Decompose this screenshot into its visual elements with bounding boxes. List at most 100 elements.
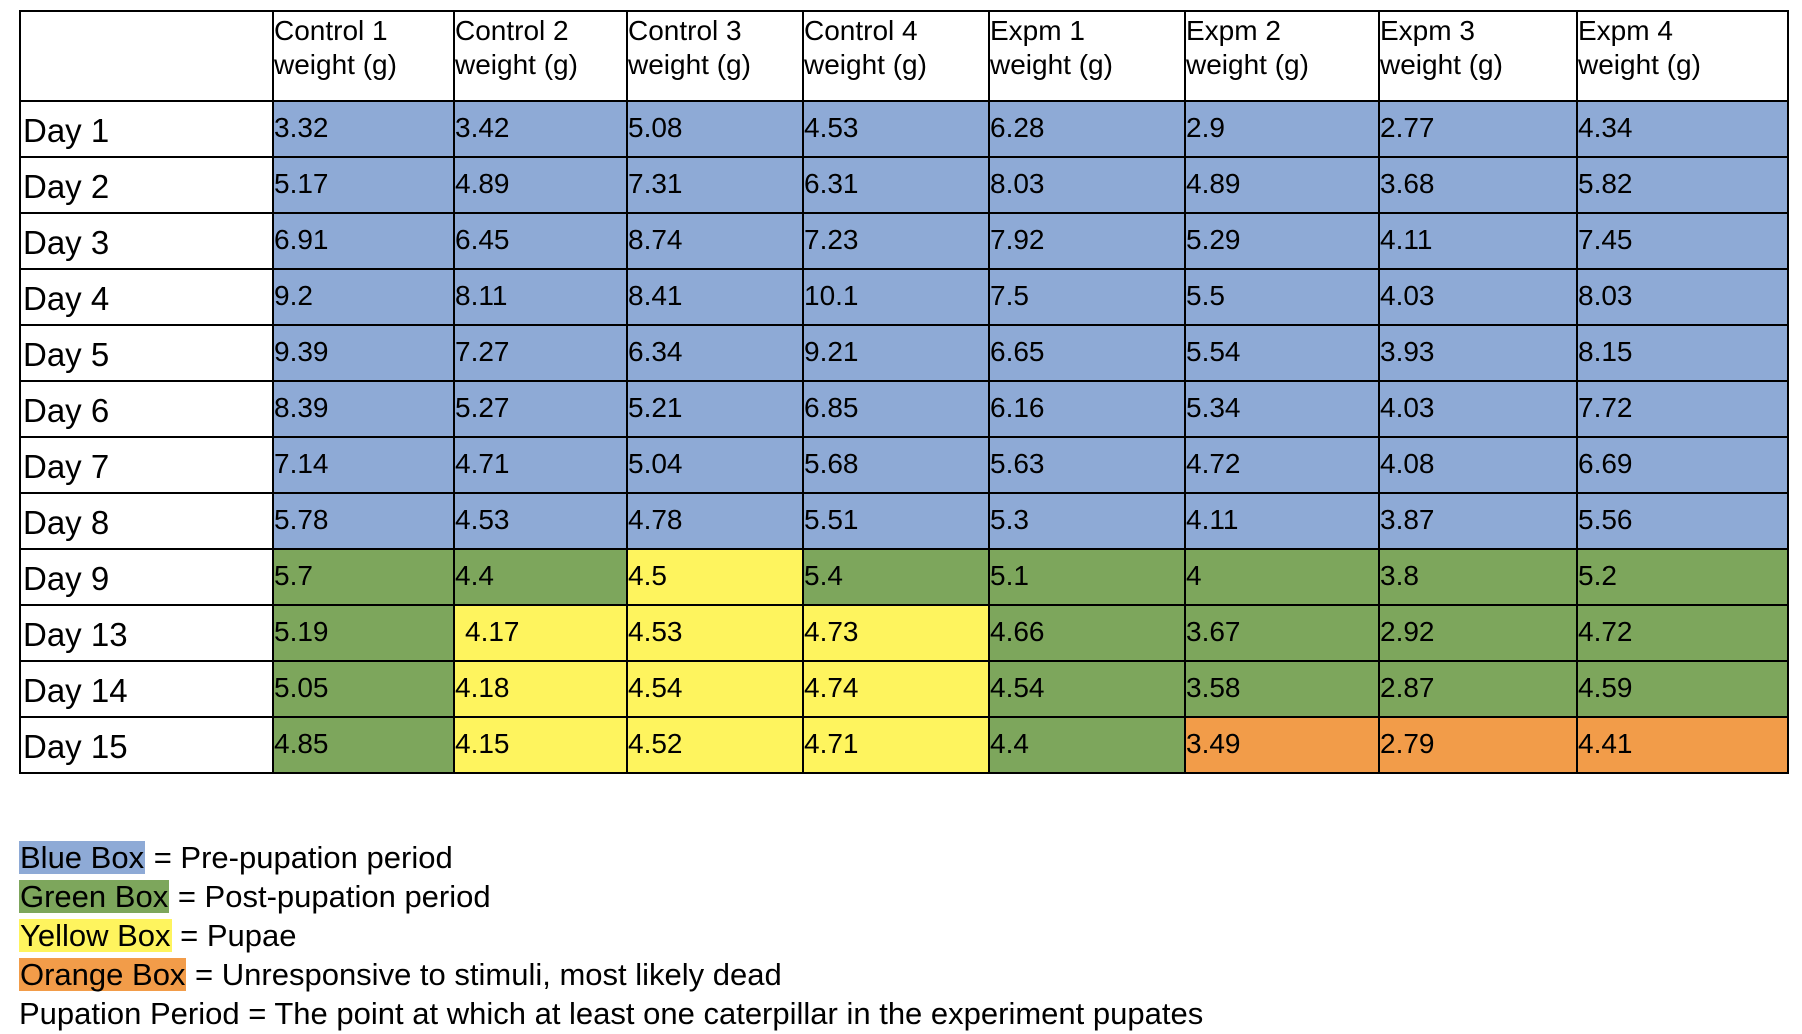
row-label: Day 7 (19, 436, 274, 494)
legend-item: Green Box = Post-pupation period (19, 877, 1203, 916)
weight-cell: 5.63 (988, 436, 1186, 494)
table-body: Day 1 3.32 3.42 5.08 4.53 6.28 2.9 2.77 4.34 Day … (19, 100, 1789, 774)
row-label: Day 1 (19, 100, 274, 158)
column-header: Control 1 weight (g) (272, 10, 455, 102)
column-header-line2: weight (g) (274, 49, 397, 80)
row-label: Day 3 (19, 212, 274, 270)
column-header-line2: weight (g) (455, 49, 578, 80)
weight-cell: 4.66 (988, 604, 1186, 662)
weight-cell: 8.11 (453, 268, 628, 326)
weight-cell: 5.3 (988, 492, 1186, 550)
weight-cell: 4.53 (802, 100, 990, 158)
weight-cell: 4.52 (626, 716, 804, 774)
row-label: Day 6 (19, 380, 274, 438)
weight-cell: 2.77 (1378, 100, 1578, 158)
row-label: Day 14 (19, 660, 274, 718)
weight-cell: 9.21 (802, 324, 990, 382)
weight-cell: 5.5 (1184, 268, 1380, 326)
legend-text: = Unresponsive to stimuli, most likely d… (186, 957, 782, 992)
table-row: Day 5 9.39 7.27 6.34 9.21 6.65 5.54 3.93 8.15 (19, 324, 1789, 382)
weight-cell: 5.51 (802, 492, 990, 550)
weight-cell: 4.89 (453, 156, 628, 214)
column-header: Expm 2 weight (g) (1184, 10, 1380, 102)
weight-cell: 4.71 (453, 436, 628, 494)
weight-cell: 6.91 (272, 212, 455, 270)
legend: Blue Box = Pre-pupation period Green Box … (19, 838, 1203, 1033)
legend-key-blue: Blue Box (19, 840, 146, 875)
weight-cell: 9.2 (272, 268, 455, 326)
weight-cell: 5.2 (1576, 548, 1789, 606)
weight-cell: 3.87 (1378, 492, 1578, 550)
weight-cell: 4.4 (453, 548, 628, 606)
table-row: Day 13 5.19 4.17 4.53 4.73 4.66 3.67 2.92 4.72 (19, 604, 1789, 662)
corner-cell (19, 10, 274, 102)
weight-cell: 7.72 (1576, 380, 1789, 438)
column-header: Expm 3 weight (g) (1378, 10, 1578, 102)
column-header-line1: Control 1 (274, 15, 388, 46)
weight-cell: 4.74 (802, 660, 990, 718)
weight-cell: 6.45 (453, 212, 628, 270)
column-header: Expm 4 weight (g) (1576, 10, 1789, 102)
weight-cell: 6.65 (988, 324, 1186, 382)
weight-cell: 7.23 (802, 212, 990, 270)
column-header: Control 4 weight (g) (802, 10, 990, 102)
weight-cell: 5.68 (802, 436, 990, 494)
weight-cell: 5.7 (272, 548, 455, 606)
table-row: Day 1 3.32 3.42 5.08 4.53 6.28 2.9 2.77 4.34 (19, 100, 1789, 158)
legend-item: Yellow Box = Pupae (19, 916, 1203, 955)
weight-cell: 7.27 (453, 324, 628, 382)
weight-cell: 5.29 (1184, 212, 1380, 270)
weight-cell: 3.93 (1378, 324, 1578, 382)
legend-key-orange: Orange Box (19, 957, 187, 992)
weight-cell: 5.04 (626, 436, 804, 494)
column-header: Expm 1 weight (g) (988, 10, 1186, 102)
column-header-line2: weight (g) (1380, 49, 1503, 80)
weight-cell: 4.11 (1184, 492, 1380, 550)
weight-cell: 6.34 (626, 324, 804, 382)
table-row: Day 8 5.78 4.53 4.78 5.51 5.3 4.11 3.87 5.56 (19, 492, 1789, 550)
weight-cell: 4.54 (988, 660, 1186, 718)
column-header-line2: weight (g) (804, 49, 927, 80)
weight-cell: 4.03 (1378, 380, 1578, 438)
table-row: Day 7 7.14 4.71 5.04 5.68 5.63 4.72 4.08 6.69 (19, 436, 1789, 494)
table-row: Day 6 8.39 5.27 5.21 6.85 6.16 5.34 4.03 7.72 (19, 380, 1789, 438)
weight-cell: 4.18 (453, 660, 628, 718)
weight-cell: 3.8 (1378, 548, 1578, 606)
weight-cell: 5.19 (272, 604, 455, 662)
weight-cell: 4.17 (453, 604, 628, 662)
column-header-line2: weight (g) (628, 49, 751, 80)
weight-cell: 7.45 (1576, 212, 1789, 270)
column-header: Control 3 weight (g) (626, 10, 804, 102)
column-header-line1: Control 2 (455, 15, 569, 46)
weight-cell: 5.1 (988, 548, 1186, 606)
table-row: Day 3 6.91 6.45 8.74 7.23 7.92 5.29 4.11 7.45 (19, 212, 1789, 270)
row-label: Day 8 (19, 492, 274, 550)
table-row: Day 2 5.17 4.89 7.31 6.31 8.03 4.89 3.68 5.82 (19, 156, 1789, 214)
weight-cell: 8.15 (1576, 324, 1789, 382)
weight-cell: 4.53 (453, 492, 628, 550)
weight-cell: 3.42 (453, 100, 628, 158)
weight-cell: 3.32 (272, 100, 455, 158)
weight-cell: 4.11 (1378, 212, 1578, 270)
weight-cell: 4.85 (272, 716, 455, 774)
weight-cell: 4.73 (802, 604, 990, 662)
column-header-line2: weight (g) (990, 49, 1113, 80)
weight-cell: 4.03 (1378, 268, 1578, 326)
weight-cell: 7.31 (626, 156, 804, 214)
weight-cell: 4.89 (1184, 156, 1380, 214)
column-header-line1: Control 3 (628, 15, 742, 46)
column-header-line1: Expm 3 (1380, 15, 1475, 46)
weight-cell: 4.72 (1576, 604, 1789, 662)
weight-cell: 8.03 (988, 156, 1186, 214)
weight-cell: 5.17 (272, 156, 455, 214)
legend-item: Blue Box = Pre-pupation period (19, 838, 1203, 877)
weight-cell: 3.67 (1184, 604, 1380, 662)
legend-text: = Pupae (171, 918, 297, 953)
weight-cell: 8.39 (272, 380, 455, 438)
weight-cell: 10.1 (802, 268, 990, 326)
weight-cell: 6.69 (1576, 436, 1789, 494)
legend-text: Pupation Period = The point at which at … (19, 996, 1204, 1031)
legend-key-green: Green Box (19, 879, 170, 914)
weight-cell: 6.28 (988, 100, 1186, 158)
